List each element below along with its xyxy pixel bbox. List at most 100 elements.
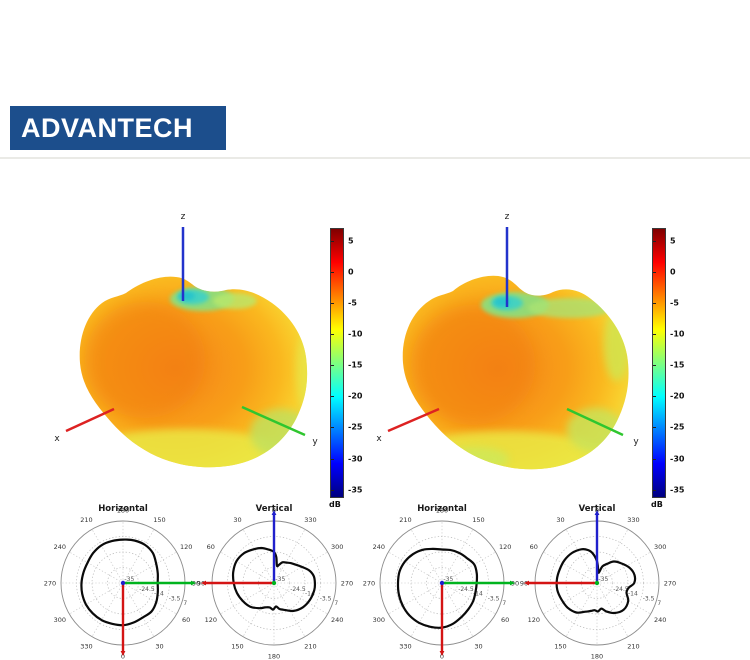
advantech-logo: ADVANTECH bbox=[10, 106, 226, 150]
z-axis-overlay-arrow bbox=[271, 510, 277, 515]
angle-label: 210 bbox=[399, 516, 411, 524]
colorbar-tick-label: -35 bbox=[348, 485, 363, 495]
grid-spoke bbox=[220, 582, 275, 615]
radial-center-label: -35 bbox=[276, 576, 286, 583]
grid-spoke bbox=[220, 551, 275, 584]
colorbar-tick-label: -20 bbox=[348, 391, 363, 401]
out-of-plane-axis-dot bbox=[271, 580, 277, 586]
angle-label: 120 bbox=[528, 616, 540, 624]
polar-title: Vertical bbox=[579, 504, 616, 514]
angle-label: 120 bbox=[499, 543, 511, 551]
colorbar-tick-label: -10 bbox=[670, 329, 685, 339]
colorbar-left: 5 0 -5 -10 -15 -20 -25 -30 -35 dB bbox=[329, 228, 388, 528]
angle-label: 300 bbox=[373, 616, 385, 624]
colorbar-tick bbox=[653, 240, 656, 242]
x-axis-line bbox=[387, 407, 440, 433]
radial-tick-label: 7 bbox=[502, 600, 506, 607]
angle-label: 30 bbox=[233, 516, 241, 524]
out-of-plane-axis-dot bbox=[439, 580, 445, 586]
colorbar-tick-label: -30 bbox=[348, 454, 363, 464]
colorbar-tick bbox=[331, 458, 334, 460]
radial-tick-label: -24.5 bbox=[290, 586, 306, 593]
grid-spoke bbox=[388, 582, 443, 615]
angle-label: 90 bbox=[197, 579, 205, 587]
dimple-streak bbox=[213, 293, 257, 309]
angle-label: 120 bbox=[180, 543, 192, 551]
shade-core bbox=[411, 305, 535, 425]
angle-label: 30 bbox=[556, 516, 564, 524]
angle-label: 270 bbox=[363, 579, 375, 587]
pattern-curve bbox=[80, 538, 159, 627]
angle-label: 270 bbox=[44, 579, 56, 587]
grid-ring bbox=[581, 567, 613, 599]
radial-tick-label: -14 bbox=[473, 591, 483, 598]
radial-tick-label: -14 bbox=[628, 591, 638, 598]
colorbar-tick-label: -15 bbox=[348, 360, 363, 370]
pattern-curve bbox=[396, 547, 479, 629]
colorbar-tick bbox=[653, 271, 656, 273]
angle-label: 180 bbox=[268, 652, 280, 660]
pattern-curve bbox=[555, 548, 637, 615]
grid-spoke bbox=[91, 582, 124, 637]
radial-tick-label: -14 bbox=[305, 591, 315, 598]
radial-center-label: -35 bbox=[125, 576, 135, 583]
colorbar-tick-label: 5 bbox=[670, 236, 676, 245]
angle-label: 330 bbox=[399, 643, 411, 651]
x-axis-overlay-arrow bbox=[201, 580, 206, 586]
angle-label: 300 bbox=[54, 616, 66, 624]
colorbar-tick bbox=[653, 427, 656, 429]
radial-tick-label: 7 bbox=[183, 600, 187, 607]
x-axis-line bbox=[65, 407, 115, 433]
angle-label: 150 bbox=[231, 643, 243, 651]
y-axis-line bbox=[566, 407, 624, 437]
y-axis-overlay-arrow bbox=[191, 580, 196, 586]
angle-label: 300 bbox=[331, 543, 343, 551]
y-axis-line bbox=[241, 405, 306, 437]
colorbar-tick-label: -10 bbox=[348, 329, 363, 339]
angle-label: 210 bbox=[80, 516, 92, 524]
angle-label: 60 bbox=[182, 616, 190, 624]
colorbar-tick-label: -20 bbox=[670, 391, 685, 401]
angle-label: 150 bbox=[554, 643, 566, 651]
colorbar-gradient bbox=[330, 228, 344, 498]
colorbar-tick bbox=[331, 302, 334, 304]
z-axis-label: z bbox=[505, 212, 510, 222]
colorbar-tick-label: 5 bbox=[348, 236, 354, 245]
colorbar-gradient bbox=[652, 228, 666, 498]
angle-label: 270 bbox=[341, 579, 353, 587]
colorbar-tick-label: -35 bbox=[670, 485, 685, 495]
colorbar-tick-label: 0 bbox=[348, 267, 354, 277]
colorbar-tick bbox=[331, 240, 334, 242]
dimple-streak bbox=[528, 298, 612, 318]
colorbar-tick bbox=[331, 396, 334, 398]
polar-title: Horizontal bbox=[417, 504, 467, 514]
shade-core bbox=[85, 302, 205, 418]
angle-label: 330 bbox=[80, 643, 92, 651]
grid-spoke bbox=[242, 582, 275, 637]
radial-tick-label: 7 bbox=[657, 600, 661, 607]
radial-center-label: -35 bbox=[444, 576, 454, 583]
angle-label: 180 bbox=[436, 506, 448, 514]
radial-tick-label: -3.5 bbox=[643, 595, 655, 602]
colorbar-tick bbox=[331, 365, 334, 367]
angle-label: 150 bbox=[472, 516, 484, 524]
z-axis-label: z bbox=[181, 212, 186, 222]
angle-label: 210 bbox=[627, 643, 639, 651]
out-of-plane-axis-dot bbox=[120, 580, 126, 586]
radial-tick-label: -3.5 bbox=[488, 595, 500, 602]
colorbar-unit-label: dB bbox=[329, 500, 341, 509]
radial-tick-label: 7 bbox=[334, 600, 338, 607]
grid-spoke bbox=[122, 551, 177, 584]
x-axis-label: x bbox=[376, 434, 382, 444]
angle-label: 120 bbox=[205, 616, 217, 624]
angle-label: 60 bbox=[501, 616, 509, 624]
angle-label: 180 bbox=[117, 506, 129, 514]
colorbar-tick bbox=[653, 489, 656, 491]
colorbar-tick bbox=[653, 302, 656, 304]
colorbar-tick bbox=[331, 334, 334, 335]
radial-center-label: -35 bbox=[599, 576, 609, 583]
colorbar-tick bbox=[653, 365, 656, 367]
angle-label: 30 bbox=[474, 643, 482, 651]
grid-spoke bbox=[69, 582, 124, 615]
